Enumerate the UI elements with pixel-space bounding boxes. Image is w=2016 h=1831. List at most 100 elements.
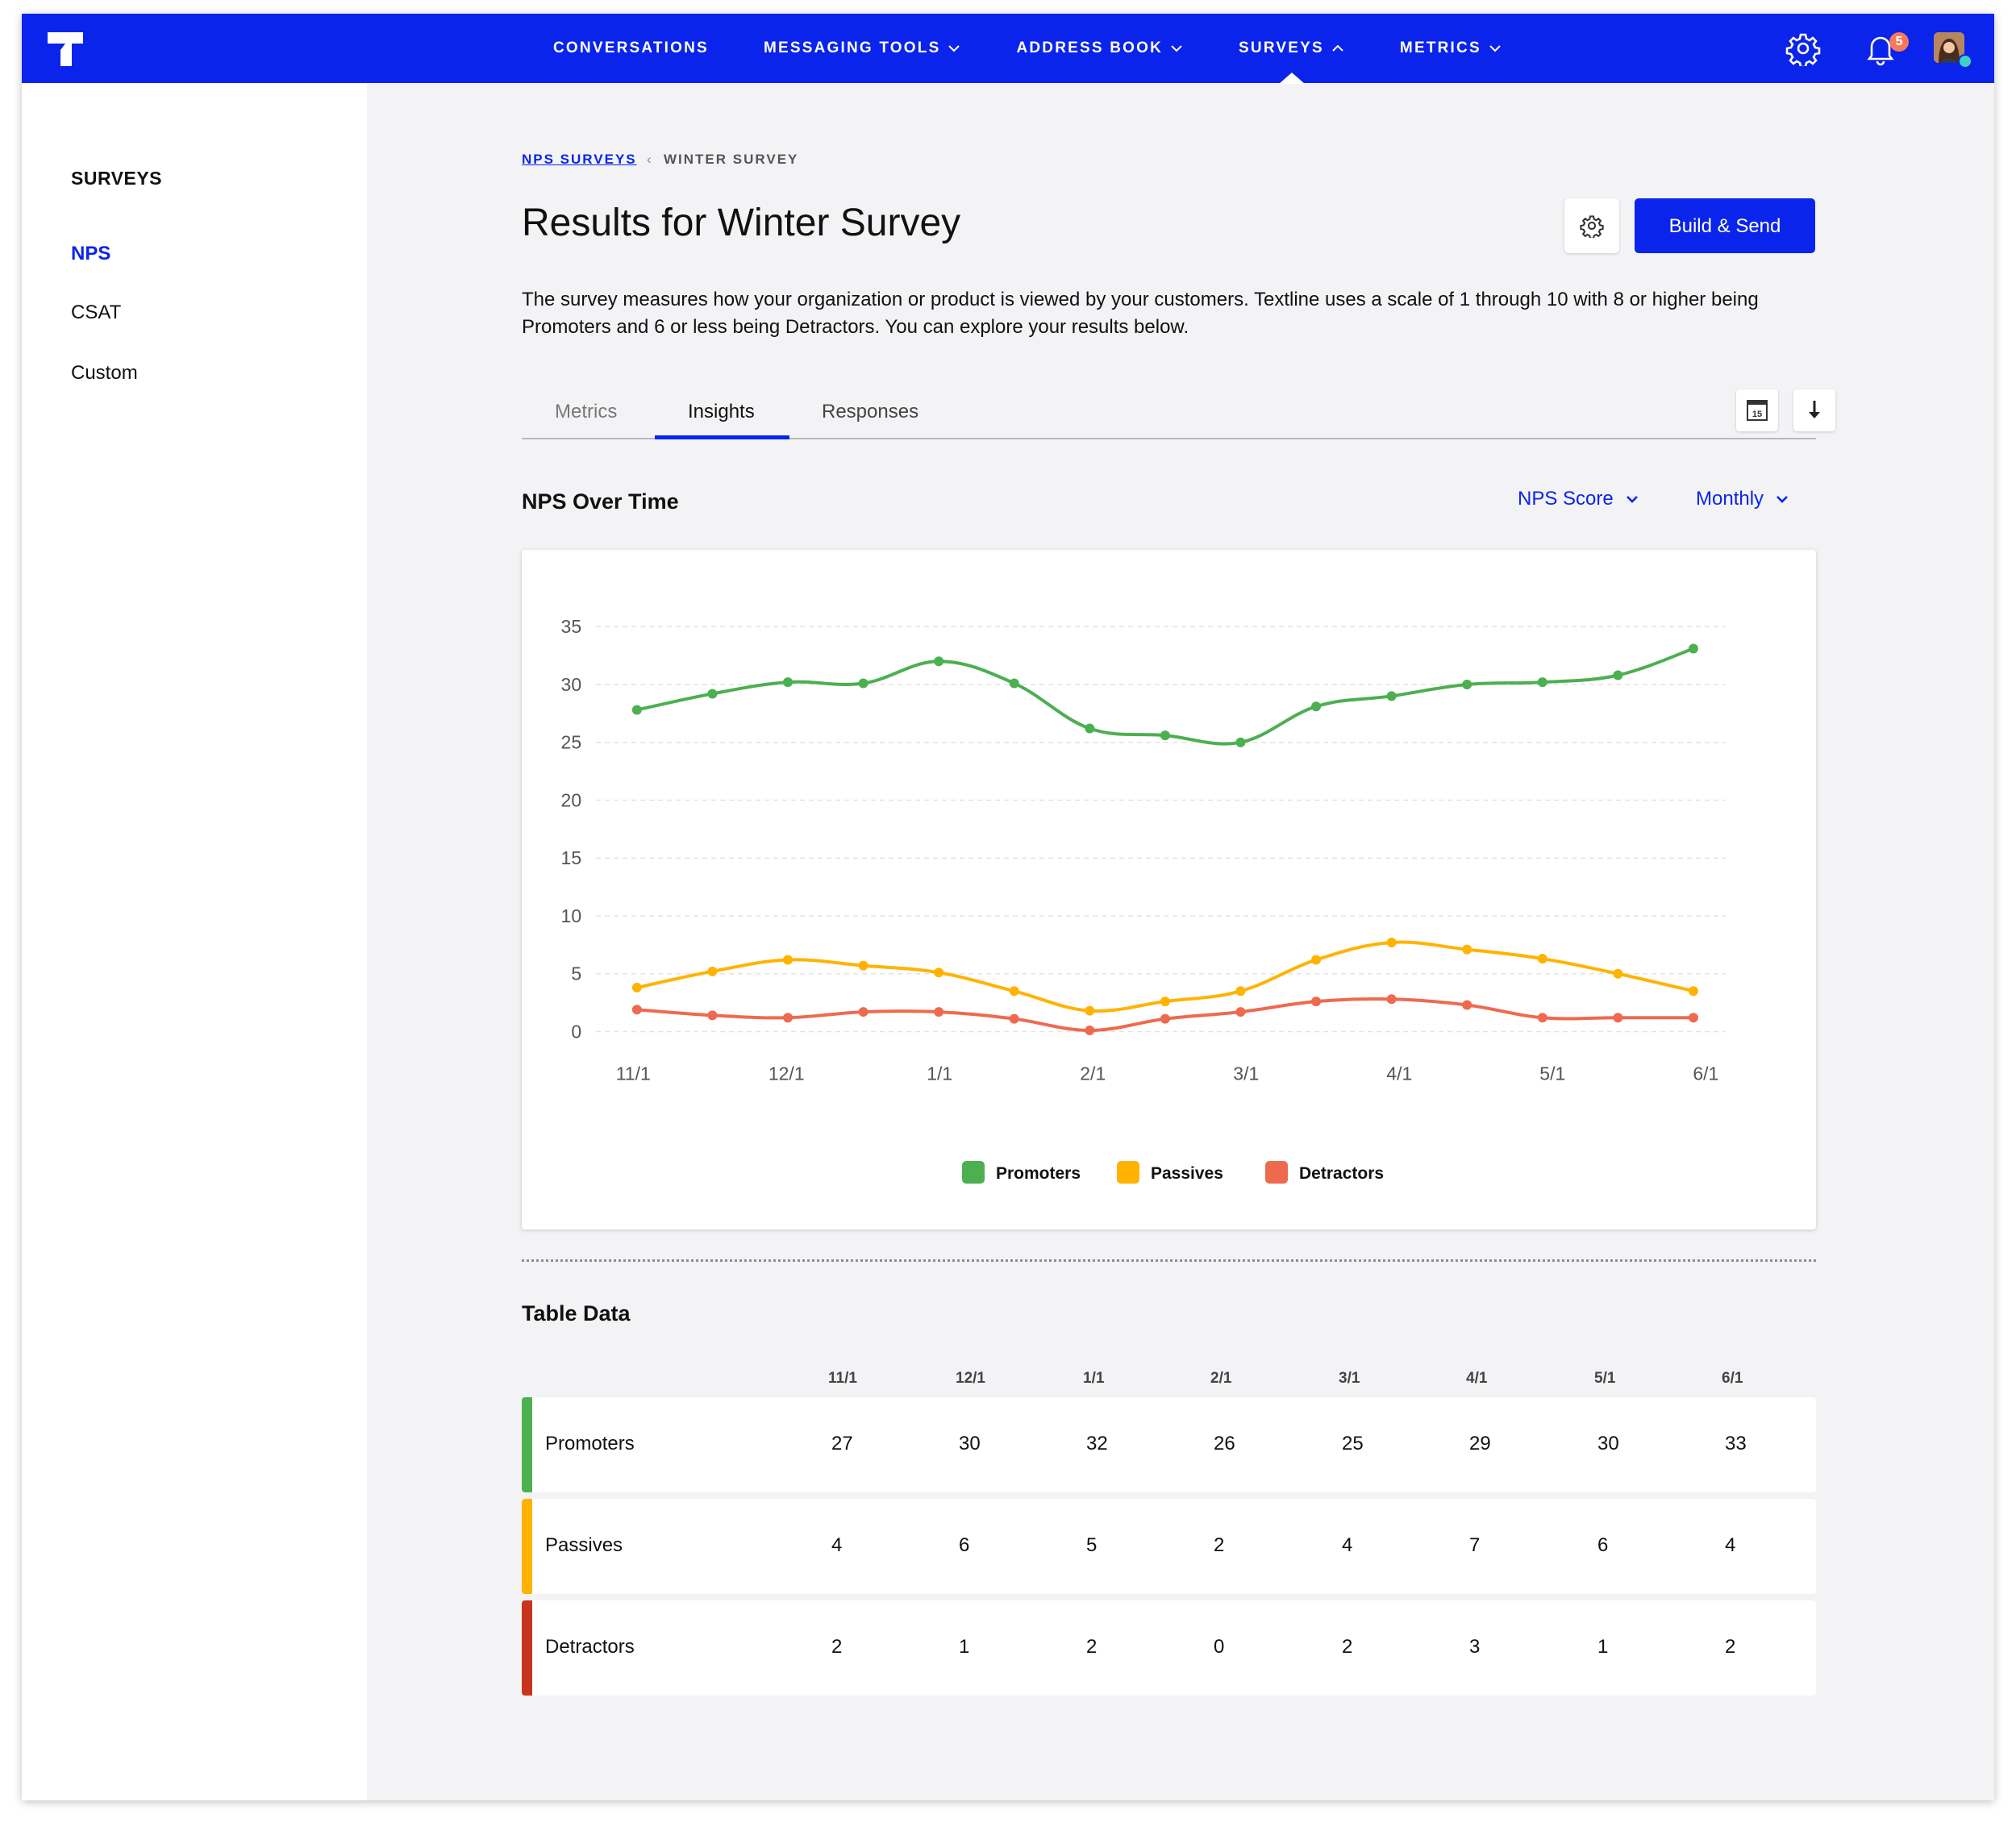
y-tick-label: 5 (571, 963, 581, 984)
detractors-data-point (1537, 1013, 1547, 1023)
row-label: Promoters (545, 1433, 635, 1454)
detractors-data-point (1235, 1007, 1246, 1017)
notification-bell-icon[interactable] (1863, 31, 1898, 66)
textline-logo-icon[interactable] (48, 32, 83, 66)
nav-metrics-label: METRICS (1399, 40, 1481, 56)
table-cell: 3 (1469, 1636, 1481, 1658)
passives-data-point (858, 960, 868, 971)
table-cell: 6 (959, 1534, 970, 1556)
table-cell: 6 (1597, 1534, 1609, 1556)
build-and-send-button[interactable]: Build & Send (1635, 198, 1815, 253)
table-cell: 1 (959, 1636, 970, 1658)
passives-data-point (1311, 955, 1322, 965)
calendar-icon: 15 (1747, 400, 1768, 421)
table-row: Detractors 2 1 2 0 2 3 1 2 (522, 1600, 1816, 1696)
table-cell: 32 (1086, 1433, 1108, 1454)
promoters-data-point (707, 689, 718, 699)
calendar-day-text: 15 (1752, 410, 1762, 419)
table-column-header: 1/1 (1083, 1370, 1105, 1387)
passives-data-point (1235, 986, 1246, 997)
main-nav: CONVERSATIONS MESSAGING TOOLS ADDRESS BO… (553, 14, 1557, 84)
table-cell: 29 (1469, 1433, 1491, 1454)
nav-metrics[interactable]: METRICS (1400, 14, 1502, 83)
active-tab-indicator (655, 435, 789, 439)
breadcrumb-nps-surveys[interactable]: NPS SURVEYS (522, 152, 637, 167)
chart-section-title: NPS Over Time (522, 489, 679, 514)
user-avatar[interactable] (1934, 32, 1964, 63)
x-tick-label: 5/1 (1539, 1063, 1565, 1084)
passives-data-point (1160, 997, 1170, 1007)
row-color-stripe (522, 1397, 532, 1492)
tab-responses[interactable]: Responses (822, 401, 919, 422)
legend-swatch-promoters (962, 1161, 985, 1184)
table-cell: 25 (1342, 1433, 1364, 1454)
y-tick-label: 0 (571, 1021, 581, 1042)
interval-dropdown[interactable]: Monthly (1696, 488, 1789, 510)
table-cell: 26 (1214, 1433, 1235, 1454)
detractors-data-point (1009, 1013, 1019, 1024)
promoters-data-point (1613, 670, 1623, 680)
legend-label-promoters: Promoters (996, 1164, 1081, 1183)
promoters-data-point (631, 705, 642, 715)
date-range-button[interactable]: 15 (1736, 389, 1778, 431)
y-tick-label: 35 (561, 616, 582, 637)
promoters-data-point (1085, 723, 1095, 734)
tabs-divider (522, 438, 1816, 439)
passives-data-point (707, 966, 718, 976)
y-tick-label: 20 (561, 789, 582, 810)
table-column-header: 6/1 (1722, 1370, 1743, 1387)
notification-count-badge: 5 (1889, 32, 1909, 52)
passives-data-point (1386, 937, 1397, 947)
download-arrow-icon (1809, 401, 1820, 418)
table-column-header: 12/1 (956, 1370, 985, 1387)
passives-data-point (1462, 944, 1472, 955)
chevron-down-icon (1489, 45, 1501, 52)
promoters-data-point (1009, 678, 1019, 689)
nav-messaging-tools[interactable]: MESSAGING TOOLS (764, 14, 962, 83)
table-cell: 33 (1725, 1433, 1747, 1454)
promoters-series-line (636, 647, 1694, 746)
table-column-header: 2/1 (1210, 1370, 1232, 1387)
detractors-data-point (858, 1007, 868, 1017)
interval-dropdown-label: Monthly (1696, 488, 1764, 510)
table-cell: 2 (831, 1636, 843, 1658)
survey-description: The survey measures how your organizatio… (522, 289, 1759, 338)
survey-settings-button[interactable] (1564, 198, 1619, 253)
detractors-data-point (707, 1010, 718, 1021)
y-tick-label: 15 (561, 847, 582, 868)
detractors-data-point (1688, 1013, 1698, 1023)
nav-address-book[interactable]: ADDRESS BOOK (1016, 14, 1184, 83)
metric-dropdown[interactable]: NPS Score (1518, 488, 1639, 510)
section-divider (522, 1259, 1816, 1262)
tab-metrics[interactable]: Metrics (555, 401, 618, 422)
x-tick-label: 3/1 (1233, 1063, 1259, 1084)
passives-data-point (934, 968, 944, 978)
nav-conversations[interactable]: CONVERSATIONS (553, 14, 709, 83)
row-label: Detractors (545, 1636, 635, 1658)
table-cell: 2 (1214, 1534, 1225, 1556)
tab-insights[interactable]: Insights (688, 401, 755, 422)
sidebar: SURVEYS NPS CSAT Custom (22, 83, 367, 1800)
nav-surveys[interactable]: SURVEYS (1239, 14, 1345, 84)
row-label: Passives (545, 1534, 623, 1556)
legend-swatch-passives (1117, 1161, 1139, 1184)
avatar-portrait-icon (1934, 32, 1964, 63)
settings-gear-icon[interactable] (1785, 31, 1821, 66)
detractors-data-point (1160, 1013, 1170, 1024)
promoters-data-point (934, 656, 944, 667)
promoters-data-point (1311, 701, 1322, 712)
sidebar-title: SURVEYS (71, 168, 163, 189)
legend-label-passives: Passives (1151, 1164, 1223, 1183)
table-cell: 7 (1469, 1534, 1481, 1556)
detractors-data-point (1462, 1000, 1472, 1010)
passives-data-point (1688, 986, 1698, 997)
sidebar-item-custom[interactable]: Custom (71, 362, 138, 384)
y-tick-label: 30 (561, 674, 582, 695)
sidebar-item-csat[interactable]: CSAT (71, 302, 122, 323)
sidebar-item-nps[interactable]: NPS (71, 243, 111, 264)
passives-data-point (1613, 968, 1623, 979)
promoters-data-point (782, 677, 793, 688)
x-tick-label: 6/1 (1693, 1063, 1718, 1084)
chevron-down-icon (1626, 496, 1638, 503)
download-button[interactable] (1793, 389, 1835, 431)
